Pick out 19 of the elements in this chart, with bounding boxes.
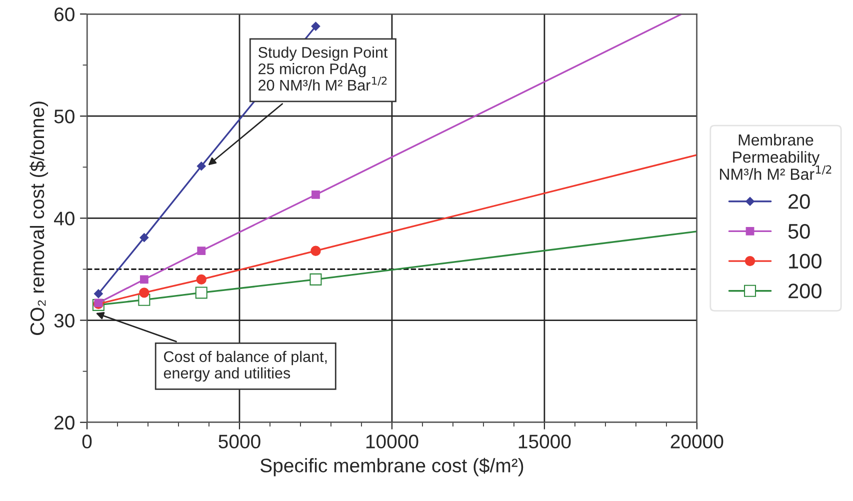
y-tick-label: 30	[54, 314, 74, 328]
x-axis-title: Specific membrane cost ($/m²)	[260, 458, 524, 476]
legend-label: 50	[788, 224, 810, 239]
legend-title: Membrane Permeability NM³/h M² Bar$^{1/2}$	[720, 134, 832, 180]
x-tick-label: 5000	[218, 434, 260, 448]
y-axis-title: CO₂ removal cost ($/tonne)	[30, 102, 48, 335]
annotation: Study Design Point 25 micron PdAg 20 NM³/h M² Bar$^{1/2}$	[258, 46, 388, 91]
legend-label: 100	[789, 254, 822, 269]
y-tick-label: 20	[54, 416, 74, 430]
legend-label: 200	[788, 284, 822, 298]
y-tick-label: 40	[54, 212, 74, 226]
legend-label: 20	[788, 194, 810, 209]
y-tick-label: 60	[54, 7, 74, 22]
y-tick-label: 50	[54, 110, 74, 124]
x-tick-label: 10000	[366, 434, 418, 448]
x-tick-label: 0	[82, 434, 92, 448]
annotation: Cost of balance of plant, energy and utilities	[164, 350, 327, 382]
x-tick-label: 20000	[670, 434, 724, 448]
x-tick-label: 15000	[518, 434, 571, 448]
